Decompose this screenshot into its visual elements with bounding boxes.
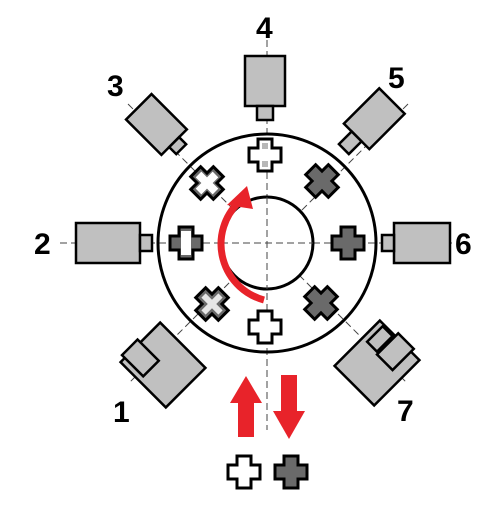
station-label-5: 5	[388, 62, 405, 95]
workpiece-station-2	[168, 225, 204, 261]
rotation-direction-arrow	[217, 186, 265, 304]
workpiece-station-5	[303, 162, 341, 200]
workpiece-station-1	[193, 285, 231, 323]
station-5-unit	[337, 86, 407, 156]
workpiece-station-7	[302, 284, 340, 322]
station-2-unit	[74, 221, 154, 265]
workpiece-station-6	[330, 225, 366, 261]
workpiece-loading-position	[247, 309, 283, 345]
station-7-unit	[332, 318, 422, 408]
finished-workpiece	[273, 454, 309, 490]
up-arrow-icon	[230, 376, 262, 437]
centerlines	[60, 40, 455, 430]
hub-centerlines	[221, 197, 313, 289]
workpiece-station-3	[188, 164, 226, 202]
rotary-table	[156, 132, 378, 354]
station-3-unit	[124, 92, 189, 157]
raw-workpiece	[226, 454, 262, 490]
down-arrow-icon	[273, 375, 305, 439]
station-label-4: 4	[256, 12, 273, 45]
station-1-unit	[118, 320, 208, 410]
station-label-6: 6	[455, 228, 472, 261]
workpiece-station-4	[247, 137, 283, 173]
station-label-3: 3	[107, 70, 124, 103]
station-label-1: 1	[113, 396, 130, 429]
station-label-7: 7	[397, 395, 414, 428]
station-label-2: 2	[34, 228, 51, 261]
station-4-unit	[243, 54, 287, 122]
station-6-unit	[380, 221, 452, 265]
